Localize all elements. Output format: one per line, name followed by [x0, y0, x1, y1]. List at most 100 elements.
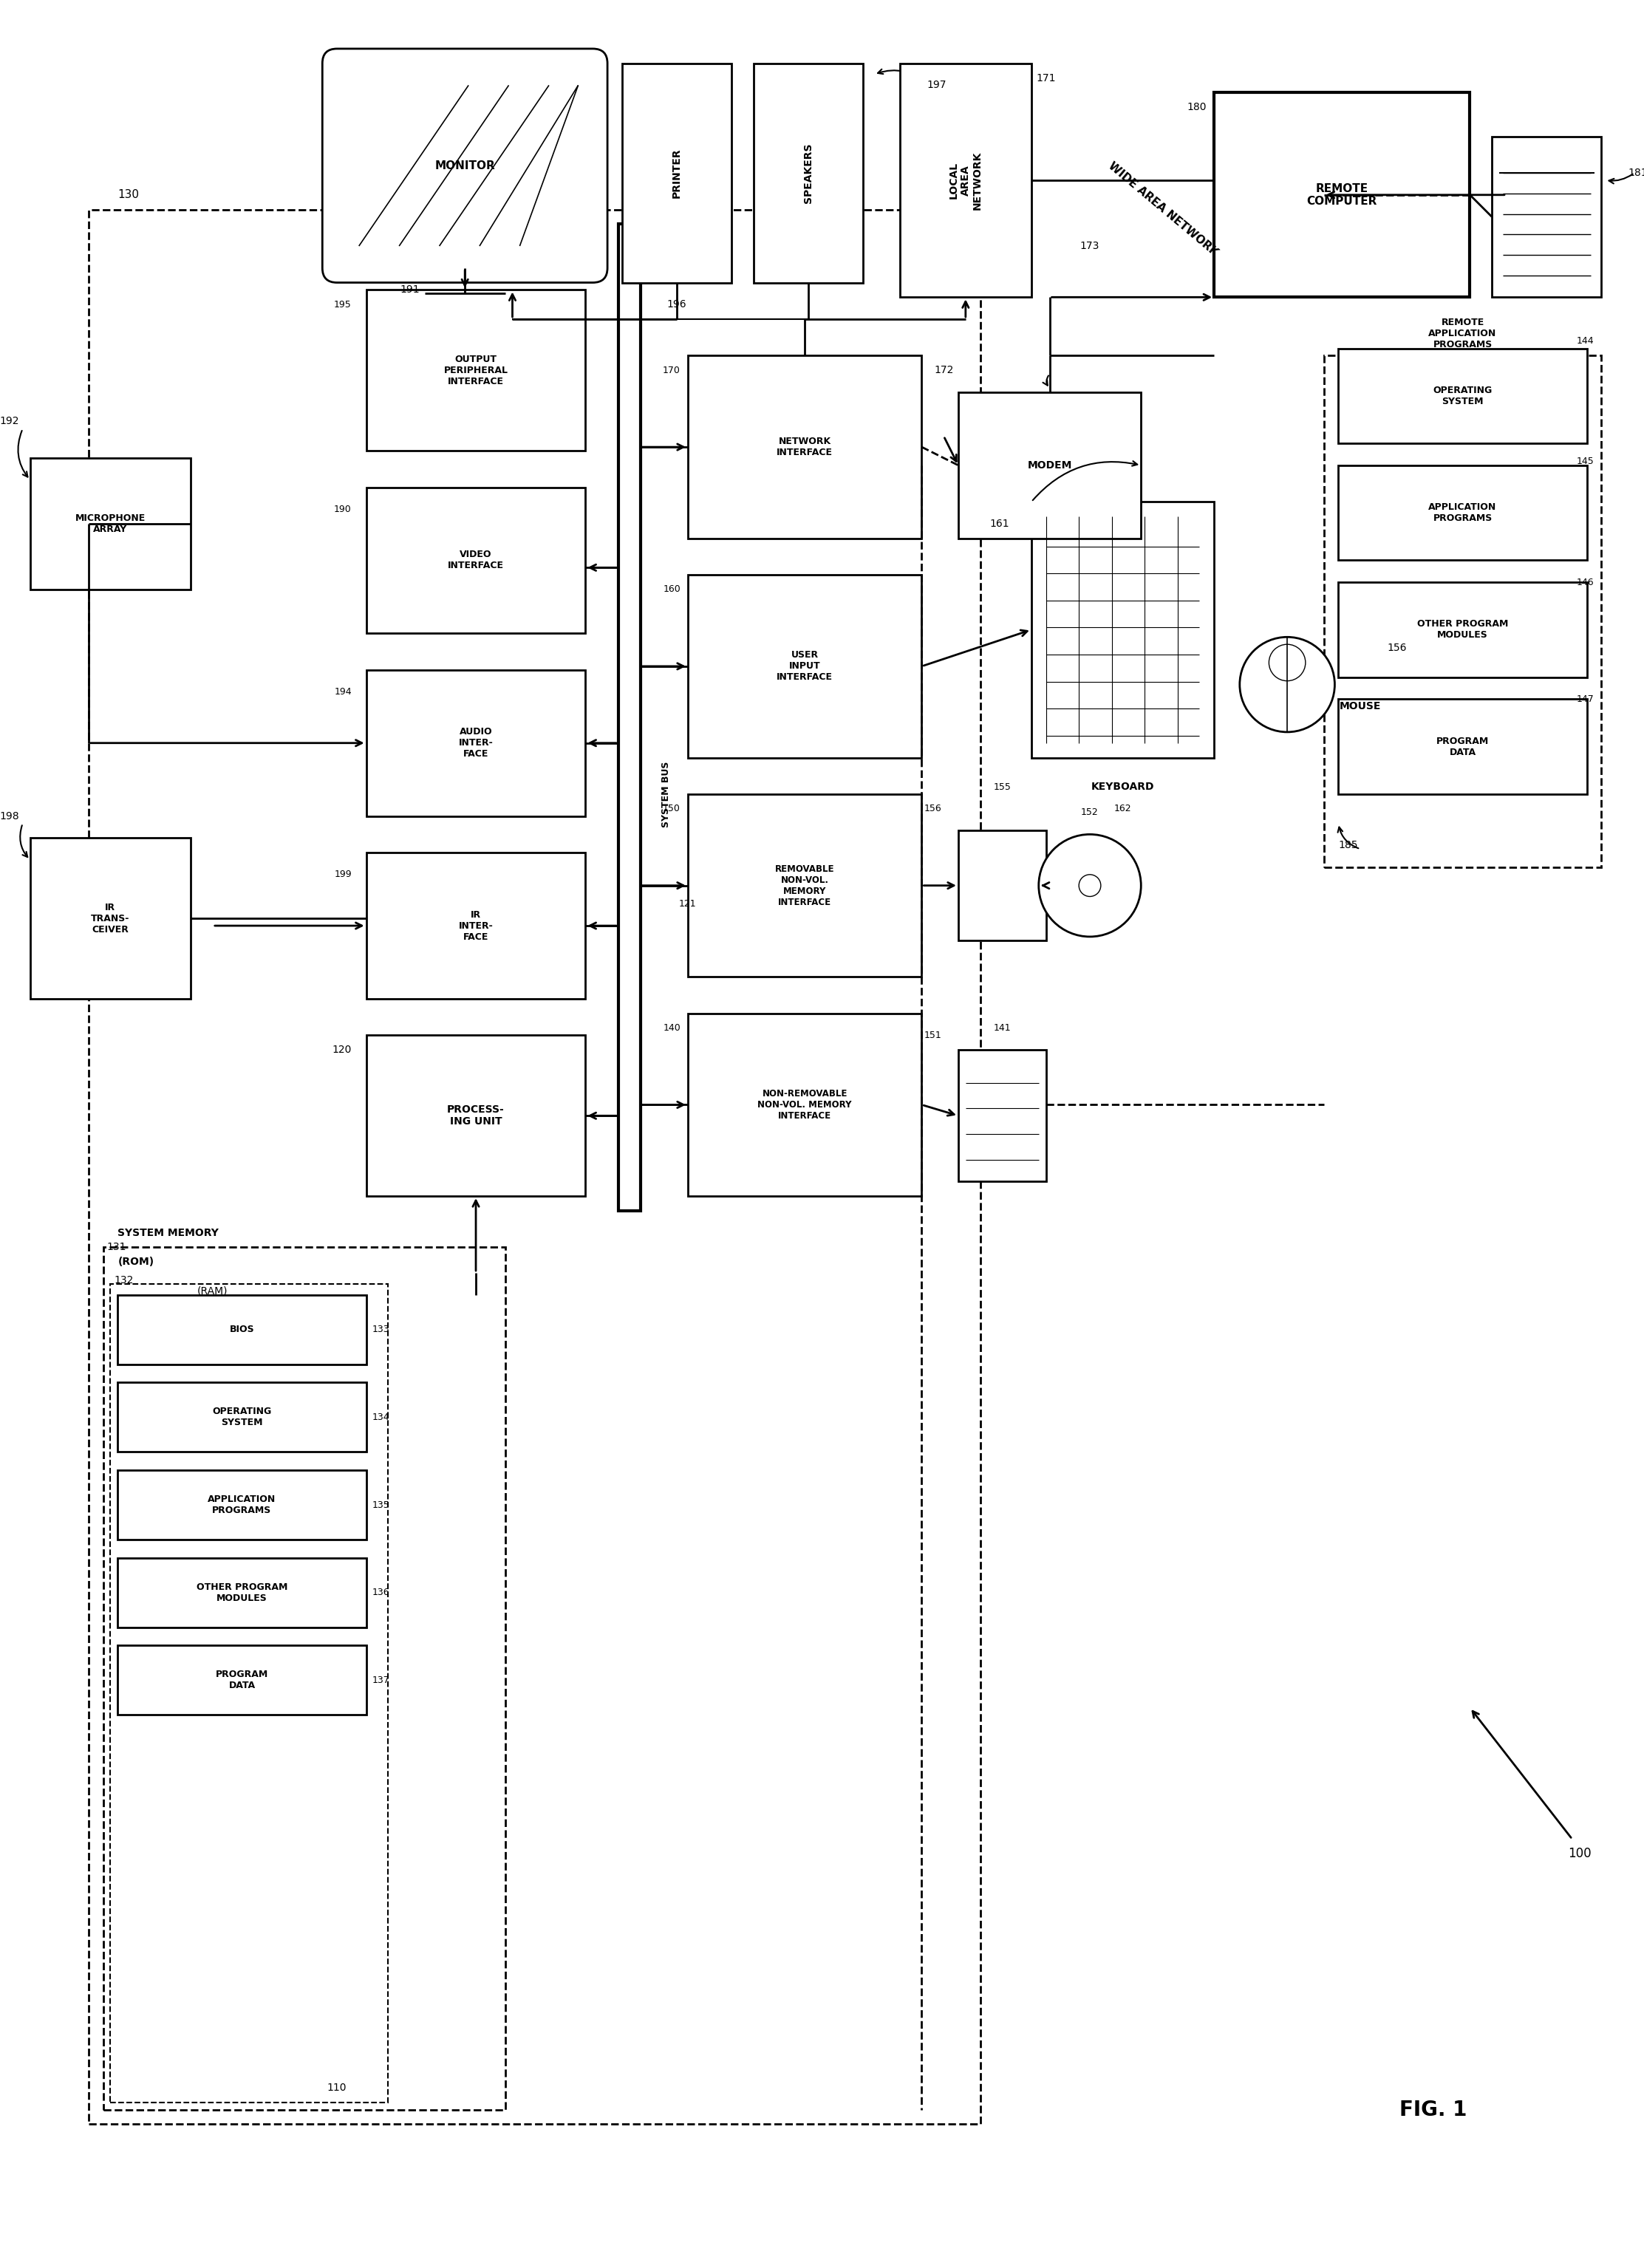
- Bar: [367, 290, 585, 451]
- Bar: [118, 1295, 367, 1365]
- Text: 180: 180: [1187, 102, 1207, 113]
- Bar: [958, 830, 1046, 941]
- Bar: [367, 488, 585, 633]
- Text: 160: 160: [663, 585, 681, 594]
- Circle shape: [1078, 875, 1101, 896]
- Text: 170: 170: [663, 365, 681, 374]
- Text: 137: 137: [372, 1676, 390, 1685]
- Bar: [118, 1470, 367, 1540]
- Text: AUDIO
INTER-
FACE: AUDIO INTER- FACE: [459, 728, 493, 760]
- Text: OPERATING
SYSTEM: OPERATING SYSTEM: [212, 1406, 271, 1427]
- Bar: [1031, 501, 1215, 758]
- Text: VIDEO
INTERFACE: VIDEO INTERFACE: [447, 549, 505, 572]
- Bar: [367, 669, 585, 816]
- Text: 156: 156: [924, 803, 942, 814]
- Text: 136: 136: [372, 1588, 390, 1597]
- Text: OPERATING
SYSTEM: OPERATING SYSTEM: [1434, 386, 1493, 406]
- Bar: [958, 1050, 1046, 1182]
- Bar: [30, 837, 191, 998]
- Text: MODEM: MODEM: [1028, 460, 1072, 469]
- Text: BIOS: BIOS: [230, 1325, 255, 1334]
- Bar: [1491, 136, 1601, 297]
- Text: 172: 172: [934, 365, 954, 376]
- Text: 130: 130: [118, 188, 140, 200]
- Text: 173: 173: [1080, 240, 1100, 252]
- Text: 198: 198: [0, 812, 20, 821]
- Text: 152: 152: [1082, 807, 1098, 816]
- Bar: [687, 794, 922, 978]
- Bar: [687, 574, 922, 758]
- Text: MOUSE: MOUSE: [1340, 701, 1381, 712]
- Text: 131: 131: [107, 1243, 127, 1252]
- Text: LOCAL
AREA
NETWORK: LOCAL AREA NETWORK: [949, 152, 983, 209]
- Text: 147: 147: [1577, 694, 1595, 703]
- Text: 151: 151: [924, 1030, 942, 1041]
- Text: OTHER PROGRAM
MODULES: OTHER PROGRAM MODULES: [1417, 619, 1508, 640]
- Bar: [687, 356, 922, 538]
- Text: 197: 197: [927, 79, 947, 91]
- Text: SYSTEM BUS: SYSTEM BUS: [661, 762, 671, 828]
- Text: SPEAKERS: SPEAKERS: [804, 143, 814, 204]
- Text: NETWORK
INTERFACE: NETWORK INTERFACE: [776, 438, 834, 458]
- Text: 195: 195: [334, 299, 352, 308]
- Text: PROGRAM
DATA: PROGRAM DATA: [1437, 737, 1489, 758]
- Text: 146: 146: [1577, 578, 1595, 587]
- Text: 120: 120: [332, 1046, 352, 1055]
- Text: 145: 145: [1577, 456, 1595, 467]
- FancyBboxPatch shape: [322, 48, 607, 284]
- Bar: [958, 392, 1141, 538]
- Bar: [899, 64, 1031, 297]
- Text: SYSTEM MEMORY: SYSTEM MEMORY: [118, 1227, 219, 1238]
- Text: 191: 191: [399, 286, 419, 295]
- Text: 135: 135: [372, 1499, 390, 1510]
- Circle shape: [1240, 637, 1335, 733]
- Text: APPLICATION
PROGRAMS: APPLICATION PROGRAMS: [1429, 503, 1496, 524]
- Bar: [1338, 699, 1586, 794]
- Bar: [30, 458, 191, 590]
- Text: USER
INPUT
INTERFACE: USER INPUT INTERFACE: [776, 651, 834, 683]
- Text: 190: 190: [334, 503, 352, 515]
- Text: REMOVABLE
NON-VOL.
MEMORY
INTERFACE: REMOVABLE NON-VOL. MEMORY INTERFACE: [774, 864, 835, 907]
- Text: 121: 121: [679, 898, 697, 909]
- Text: 144: 144: [1577, 336, 1595, 345]
- Text: FIG. 1: FIG. 1: [1399, 2100, 1466, 2121]
- Text: MICROPHONE
ARRAY: MICROPHONE ARRAY: [76, 513, 146, 533]
- Text: PROCESS-
ING UNIT: PROCESS- ING UNIT: [447, 1105, 505, 1127]
- Bar: [89, 209, 980, 2125]
- Text: APPLICATION
PROGRAMS: APPLICATION PROGRAMS: [207, 1495, 276, 1515]
- Text: NON-REMOVABLE
NON-VOL. MEMORY
INTERFACE: NON-REMOVABLE NON-VOL. MEMORY INTERFACE: [758, 1089, 852, 1120]
- Text: 140: 140: [663, 1023, 681, 1032]
- Bar: [367, 853, 585, 998]
- Text: 134: 134: [372, 1413, 390, 1422]
- Text: 110: 110: [327, 2082, 347, 2093]
- Text: 199: 199: [334, 869, 352, 880]
- Text: 133: 133: [372, 1325, 390, 1334]
- Text: KEYBOARD: KEYBOARD: [1092, 782, 1154, 792]
- Bar: [118, 1383, 367, 1452]
- Text: 194: 194: [334, 687, 352, 696]
- Text: PRINTER: PRINTER: [672, 147, 682, 197]
- Text: 150: 150: [663, 803, 681, 814]
- Bar: [618, 225, 640, 1211]
- Bar: [1338, 583, 1586, 678]
- Text: 196: 196: [667, 299, 687, 311]
- Bar: [367, 1034, 585, 1195]
- Bar: [118, 1647, 367, 1715]
- Circle shape: [1269, 644, 1305, 680]
- Bar: [118, 1558, 367, 1628]
- Text: REMOTE
APPLICATION
PROGRAMS: REMOTE APPLICATION PROGRAMS: [1429, 318, 1496, 349]
- Text: 181: 181: [1628, 168, 1644, 179]
- Text: IR
TRANS-
CEIVER: IR TRANS- CEIVER: [90, 903, 130, 934]
- Text: 171: 171: [1036, 73, 1055, 84]
- Text: 100: 100: [1568, 1846, 1591, 1860]
- Bar: [1338, 465, 1586, 560]
- Text: MONITOR: MONITOR: [434, 161, 495, 170]
- Text: WIDE AREA NETWORK: WIDE AREA NETWORK: [1106, 161, 1220, 259]
- Text: PROGRAM
DATA: PROGRAM DATA: [215, 1669, 268, 1690]
- Bar: [1323, 356, 1601, 866]
- Text: 141: 141: [993, 1023, 1011, 1032]
- Text: OTHER PROGRAM
MODULES: OTHER PROGRAM MODULES: [196, 1583, 288, 1603]
- Text: (ROM): (ROM): [118, 1256, 155, 1268]
- Bar: [687, 1014, 922, 1195]
- Text: 192: 192: [0, 417, 20, 426]
